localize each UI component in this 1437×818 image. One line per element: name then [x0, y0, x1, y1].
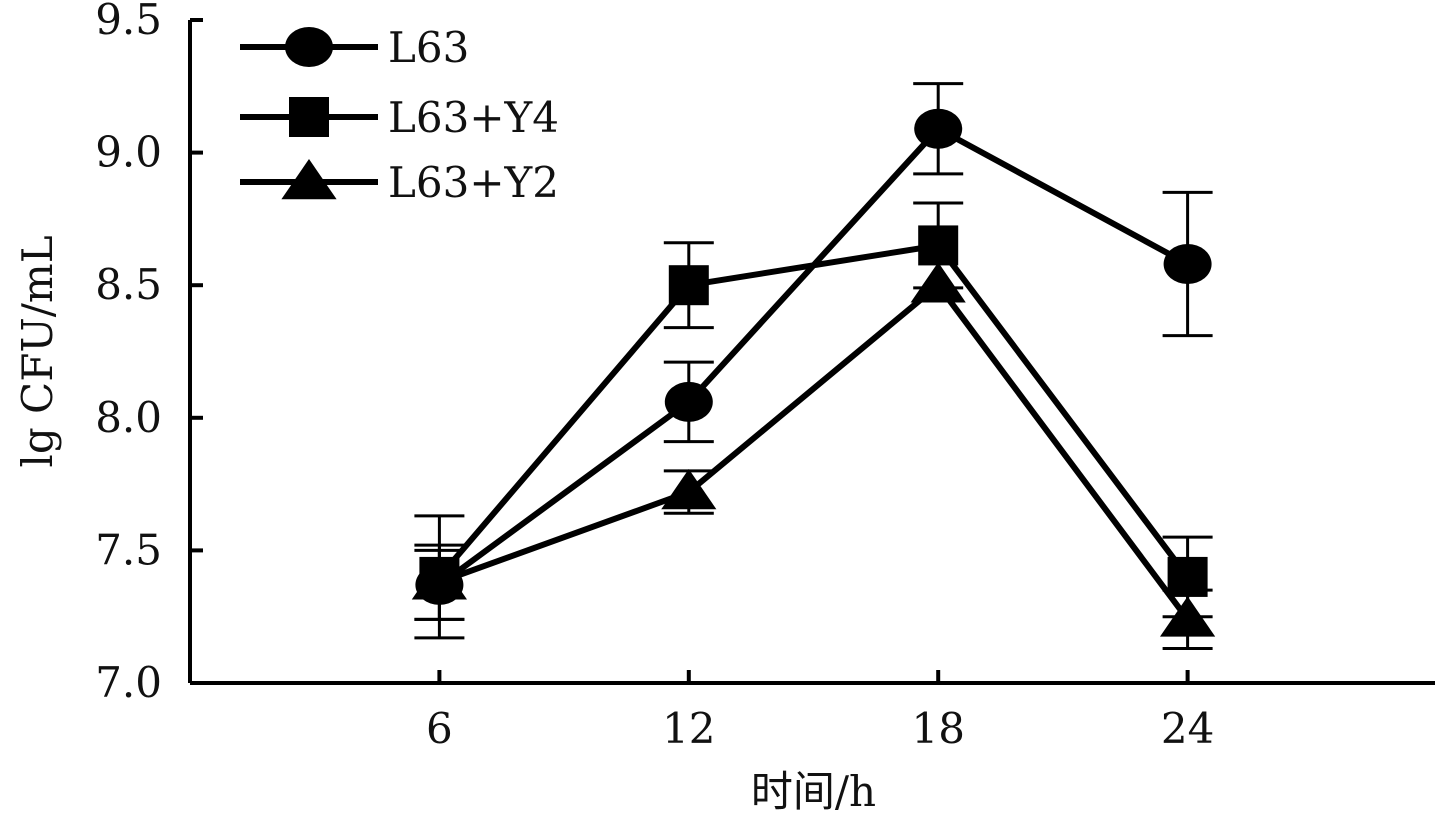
x-axis-title: 时间/h — [751, 767, 876, 816]
legend-item-L63: L63 — [240, 23, 469, 72]
legend-label: L63 — [388, 23, 469, 72]
legend-item-L63+Y4: L63+Y4 — [240, 93, 559, 142]
data-point — [411, 559, 467, 600]
data-point — [1163, 243, 1212, 284]
legend-marker — [281, 159, 337, 200]
data-point — [661, 469, 717, 510]
legend-marker — [285, 27, 333, 67]
data-point — [910, 262, 966, 303]
x-tick-label: 12 — [662, 704, 715, 753]
series-line — [437, 242, 1190, 579]
x-tick-label: 6 — [426, 704, 453, 753]
y-tick-label: 7.0 — [95, 658, 162, 707]
legend-label: L63+Y4 — [388, 93, 559, 142]
x-tick-label: 18 — [911, 704, 964, 753]
legend-marker — [289, 97, 329, 137]
series-layer — [411, 82, 1216, 651]
data-point — [918, 225, 959, 266]
y-axis-title: lg CFU/mL — [13, 235, 62, 467]
legend: L63 L63+Y4 L63+Y2 — [240, 23, 559, 207]
legend-label: L63+Y2 — [388, 158, 559, 207]
series-L63+Y4 — [414, 201, 1213, 640]
y-tick-label: 8.0 — [95, 393, 162, 442]
data-point — [664, 381, 713, 422]
y-tick-label: 8.5 — [95, 260, 162, 309]
legend-item-L63+Y2: L63+Y2 — [240, 158, 559, 207]
y-tick-label: 7.5 — [95, 525, 162, 574]
data-point — [1160, 596, 1216, 637]
axes: 7.0 7.5 8.0 8.5 9.0 9.5 6 12 18 24 — [95, 0, 1435, 753]
data-point — [668, 265, 709, 306]
data-point — [914, 108, 963, 149]
series-line — [438, 282, 1191, 622]
y-tick-label: 9.0 — [95, 128, 162, 177]
series-L63+Y2 — [411, 262, 1216, 651]
y-tick-label: 9.5 — [95, 0, 162, 44]
x-tick-label: 24 — [1161, 704, 1214, 753]
